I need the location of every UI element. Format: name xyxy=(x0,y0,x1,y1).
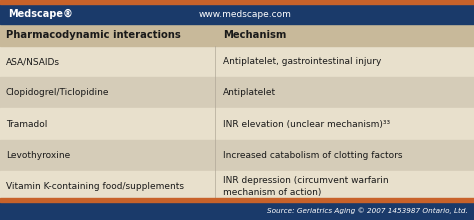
Bar xyxy=(0,77,474,108)
Text: Pharmacodynamic interactions: Pharmacodynamic interactions xyxy=(6,30,181,40)
Text: Tramadol: Tramadol xyxy=(6,119,47,128)
Text: www.medscape.com: www.medscape.com xyxy=(199,9,292,18)
Bar xyxy=(0,0,474,4)
Text: Increased catabolism of clotting factors: Increased catabolism of clotting factors xyxy=(223,151,402,160)
Text: Medscape®: Medscape® xyxy=(8,9,73,19)
Bar xyxy=(0,140,474,171)
Text: Levothyroxine: Levothyroxine xyxy=(6,151,70,160)
Bar xyxy=(0,24,474,46)
Bar xyxy=(0,202,474,220)
Text: Mechanism: Mechanism xyxy=(223,30,286,40)
Bar xyxy=(0,171,474,202)
Text: Vitamin K-containing food/supplements: Vitamin K-containing food/supplements xyxy=(6,182,184,191)
Text: Clopidogrel/Ticlopidine: Clopidogrel/Ticlopidine xyxy=(6,88,109,97)
Bar xyxy=(0,198,474,202)
Bar xyxy=(0,4,474,24)
Text: INR depression (circumvent warfarin
mechanism of action): INR depression (circumvent warfarin mech… xyxy=(223,176,389,197)
Bar xyxy=(0,46,474,77)
Text: Antiplatelet: Antiplatelet xyxy=(223,88,276,97)
Text: INR elevation (unclear mechanism)³³: INR elevation (unclear mechanism)³³ xyxy=(223,119,390,128)
Text: Source: Geriatrics Aging © 2007 1453987 Ontario, Ltd.: Source: Geriatrics Aging © 2007 1453987 … xyxy=(267,208,468,214)
Bar xyxy=(0,108,474,140)
Text: Antiplatelet, gastrointestinal injury: Antiplatelet, gastrointestinal injury xyxy=(223,57,382,66)
Text: ASA/NSAIDs: ASA/NSAIDs xyxy=(6,57,60,66)
